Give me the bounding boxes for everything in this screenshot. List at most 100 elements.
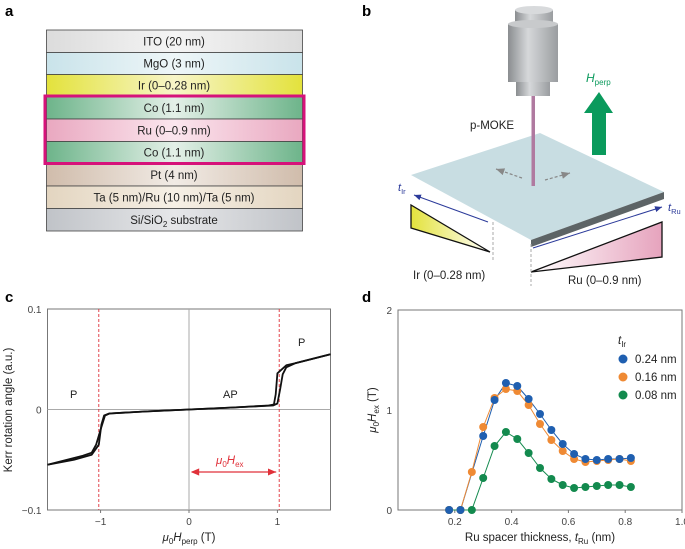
layer-label: Ta (5 nm)/Ru (10 nm)/Ta (5 nm) bbox=[93, 193, 254, 205]
data-point-series-2 bbox=[626, 483, 635, 491]
label-antiparallel: AP bbox=[223, 389, 238, 401]
data-point-series-2 bbox=[536, 464, 544, 472]
x-tick-label: 1 bbox=[275, 517, 281, 528]
ru-range-label: Ru (0–0.9 nm) bbox=[568, 275, 642, 287]
data-point-series-0 bbox=[479, 432, 488, 440]
panel-label-c: c bbox=[5, 289, 13, 306]
pmoke-setup-diagram: p-MOKE Hperp tIr tRu Ir (0–0.28 nm) Ru (… bbox=[398, 6, 681, 287]
data-point-series-1 bbox=[524, 401, 533, 409]
layer-label: MgO (3 nm) bbox=[143, 59, 205, 71]
hysteresis-chart: −1 0 1 −0.1 0 0.1 P P AP μ0Hex μ0Hperp (T) Kerr rot… bbox=[3, 305, 331, 546]
legend-entry: 0.24 nm bbox=[635, 354, 677, 366]
t-ru-axis-arrow bbox=[532, 206, 663, 249]
layer-label: Si/SiO2 substrate bbox=[130, 215, 218, 229]
ir-wedge-icon bbox=[410, 203, 491, 253]
series-line-1 bbox=[449, 388, 631, 511]
layer-substrate bbox=[46, 208, 303, 232]
layer-label: Co (1.1 nm) bbox=[144, 148, 205, 160]
data-point-series-0 bbox=[456, 506, 465, 514]
layer-label: Ru (0–0.9 nm) bbox=[137, 126, 211, 138]
data-point-series-2 bbox=[570, 484, 579, 492]
data-point-series-0 bbox=[490, 396, 499, 404]
scan-arrow-right-icon bbox=[544, 171, 571, 181]
data-point-series-0 bbox=[592, 456, 601, 464]
y-axis-label: μ0Hex (T) bbox=[367, 387, 381, 434]
layer-stack: ITO (20 nm) MgO (3 nm) Ir (0–0.28 nm) Co… bbox=[43, 29, 306, 232]
t-ru-label: tRu bbox=[668, 202, 681, 216]
x-tick-label: 0.2 bbox=[448, 517, 462, 528]
data-point-series-1 bbox=[467, 468, 476, 476]
legend-entry: 0.16 nm bbox=[635, 372, 677, 384]
data-point-series-0 bbox=[558, 440, 567, 448]
layer-label: Ir (0–0.28 nm) bbox=[138, 81, 210, 93]
x-tick-label: −1 bbox=[95, 517, 107, 528]
data-point-series-0 bbox=[445, 506, 454, 514]
data-point-series-2 bbox=[501, 428, 510, 436]
data-point-series-0 bbox=[570, 450, 579, 458]
ir-range-label: Ir (0–0.28 nm) bbox=[413, 270, 485, 282]
plot-frame bbox=[397, 309, 683, 511]
legend-marker bbox=[618, 390, 628, 400]
data-point-series-2 bbox=[581, 483, 590, 491]
label-parallel-right: P bbox=[298, 337, 305, 349]
data-point-series-0 bbox=[626, 454, 635, 462]
y-tick-label: −0.1 bbox=[22, 506, 42, 517]
exchange-field-label: μ0Hex bbox=[215, 455, 244, 469]
saf-highlight-box bbox=[43, 94, 306, 165]
t-ir-label: tIr bbox=[398, 182, 406, 196]
hysteresis-branch-1 bbox=[47, 353, 331, 466]
y-tick-label: 1 bbox=[386, 406, 392, 417]
x-tick-label: 0.4 bbox=[505, 517, 519, 528]
data-point-series-2 bbox=[547, 475, 556, 483]
y-tick-label: 0.1 bbox=[28, 305, 42, 316]
x-tick-label: 0 bbox=[186, 517, 192, 528]
x-tick-label: 1.0 bbox=[675, 517, 685, 528]
data-point-series-0 bbox=[547, 426, 556, 434]
series-line-0 bbox=[449, 382, 631, 511]
layer-label: ITO (20 nm) bbox=[143, 37, 205, 49]
legend-title: tIr bbox=[618, 335, 626, 349]
data-point-series-1 bbox=[558, 447, 567, 455]
data-point-series-2 bbox=[558, 481, 567, 489]
legend-entry: 0.08 nm bbox=[635, 390, 677, 402]
data-point-series-1 bbox=[479, 423, 488, 431]
panel-label-b: b bbox=[362, 3, 371, 20]
panel-label-d: d bbox=[362, 289, 371, 306]
probe-label: p-MOKE bbox=[470, 120, 514, 132]
data-point-series-1 bbox=[536, 420, 544, 428]
field-arrow-icon bbox=[584, 92, 613, 155]
objective-lens-icon bbox=[508, 6, 558, 96]
data-point-series-0 bbox=[581, 455, 590, 463]
x-tick-label: 0.6 bbox=[561, 517, 575, 528]
y-tick-label: 2 bbox=[386, 306, 392, 317]
legend-marker bbox=[618, 354, 628, 364]
data-point-series-2 bbox=[604, 481, 613, 489]
data-point-series-0 bbox=[524, 395, 533, 403]
sample-plate-edge bbox=[531, 192, 664, 247]
panel-label-a: a bbox=[5, 3, 14, 20]
label-parallel-left: P bbox=[70, 389, 77, 401]
data-point-series-1 bbox=[547, 436, 556, 444]
data-point-series-0 bbox=[604, 455, 613, 463]
layer-label: Pt (4 nm) bbox=[150, 170, 197, 182]
data-point-series-2 bbox=[592, 482, 601, 490]
data-point-series-0 bbox=[536, 410, 544, 418]
data-point-series-2 bbox=[615, 481, 624, 489]
y-tick-label: 0 bbox=[386, 506, 392, 517]
data-point-series-0 bbox=[501, 379, 510, 387]
exchange-field-chart: 0.2 0.4 0.6 0.8 1.0 0 1 2 tIr 0.24 nm 0.16 nm 0.08 … bbox=[367, 306, 685, 546]
y-tick-label: 0 bbox=[36, 406, 42, 417]
layer-label: Co (1.1 nm) bbox=[144, 103, 205, 115]
data-point-series-2 bbox=[467, 506, 476, 514]
ru-wedge-icon bbox=[530, 221, 663, 273]
data-point-series-0 bbox=[615, 455, 624, 463]
laser-beam bbox=[531, 96, 535, 186]
x-axis-label: Ru spacer thickness, tRu (nm) bbox=[465, 532, 615, 546]
legend-marker bbox=[618, 372, 628, 382]
x-tick-label: 0.8 bbox=[618, 517, 632, 528]
x-axis-label: μ0Hperp (T) bbox=[162, 532, 216, 546]
y-axis-label: Kerr rotation angle (a.u.) bbox=[3, 348, 15, 473]
field-label: Hperp bbox=[586, 71, 611, 87]
data-point-series-2 bbox=[490, 442, 499, 450]
